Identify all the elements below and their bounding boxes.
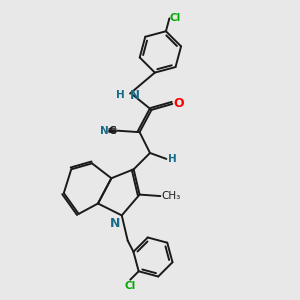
Text: H: H: [168, 154, 177, 164]
Text: N: N: [100, 126, 108, 136]
Text: N: N: [110, 217, 120, 230]
Text: H: H: [116, 90, 125, 100]
Text: Cl: Cl: [124, 281, 136, 291]
Text: Cl: Cl: [169, 13, 181, 23]
Text: N: N: [130, 88, 140, 101]
Text: CH₃: CH₃: [161, 191, 181, 201]
Text: O: O: [174, 98, 184, 110]
Text: C: C: [109, 126, 116, 136]
